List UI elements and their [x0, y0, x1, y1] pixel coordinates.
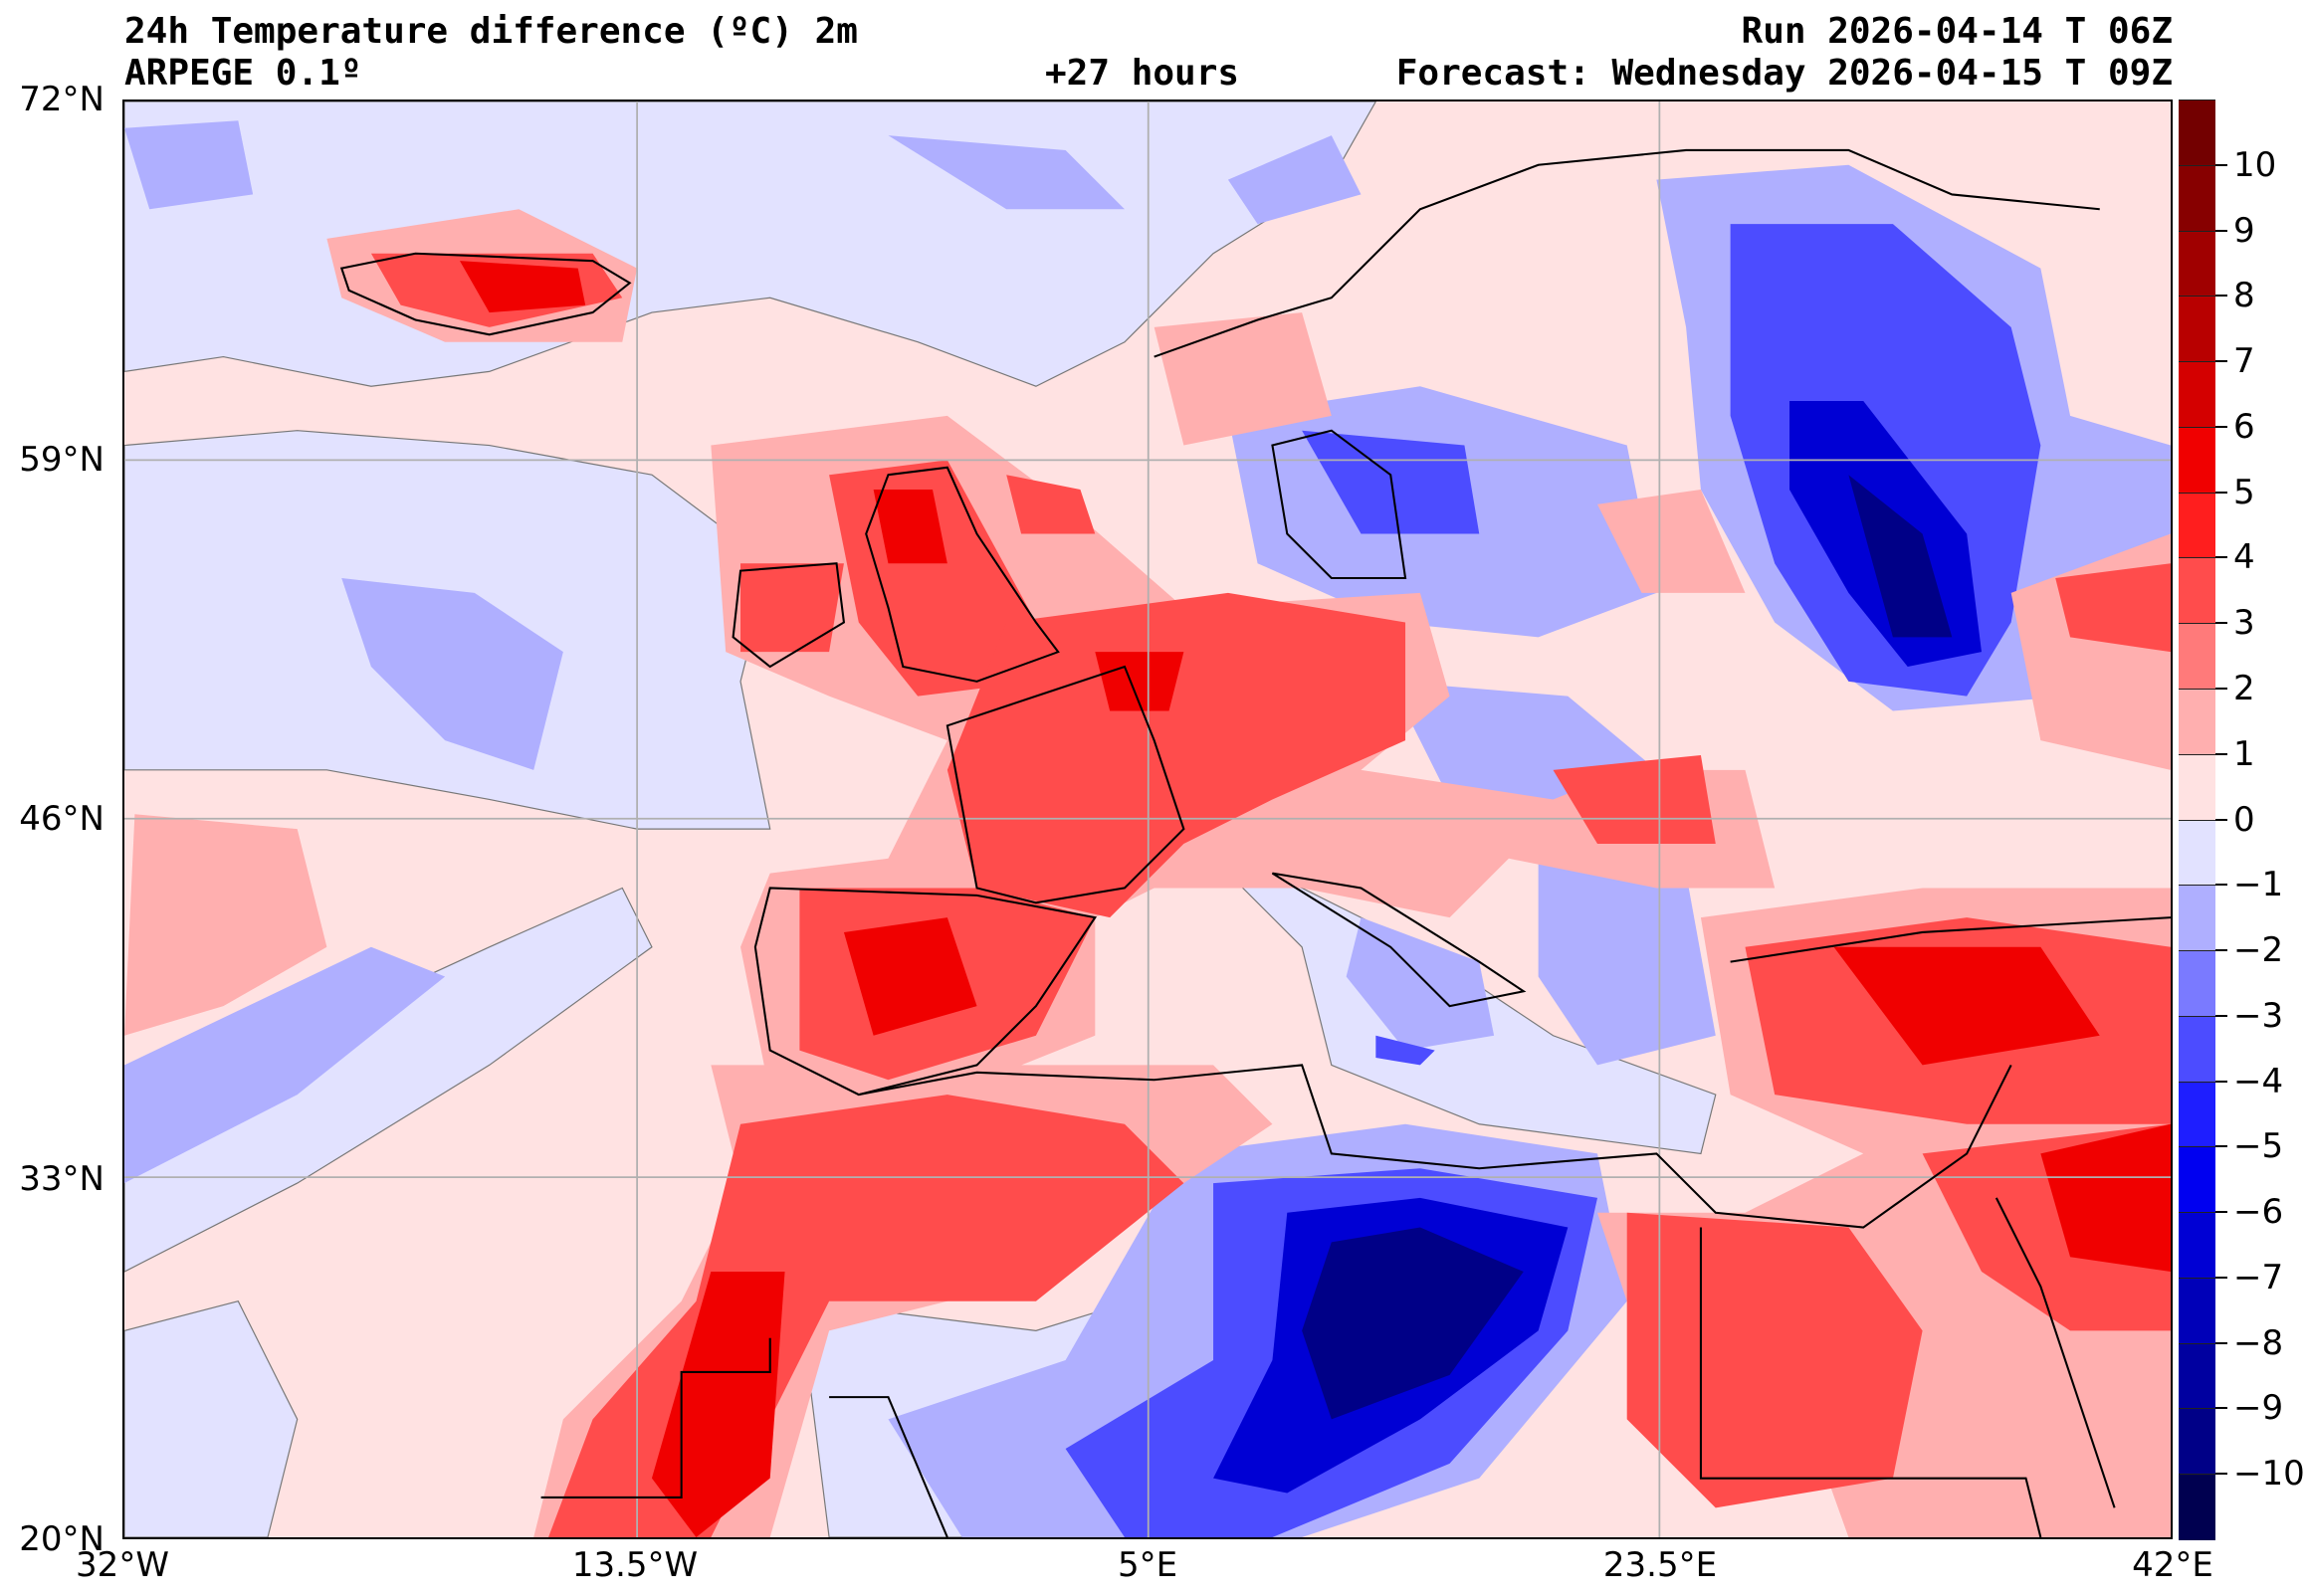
- colorbar-bin: [2179, 492, 2215, 559]
- lat-label-46n: 46°N: [19, 799, 105, 839]
- colorbar-bin: [2179, 1277, 2215, 1344]
- colorbar-bin: [2179, 950, 2215, 1017]
- temperature-field: [124, 101, 2171, 1537]
- colorbar-tick-mark: [2215, 229, 2227, 232]
- colorbar-tick-mark: [2215, 425, 2227, 428]
- colorbar-bin: [2179, 819, 2215, 887]
- colorbar-bin: [2179, 1342, 2215, 1410]
- colorbar-tick-label: 4: [2233, 537, 2255, 578]
- lead-time: +27 hours: [1045, 53, 1240, 94]
- colorbar-tick-mark: [2215, 491, 2227, 494]
- lon-label-13-5w: 13.5°W: [571, 1545, 699, 1585]
- lon-label-32w: 32°W: [76, 1545, 169, 1585]
- colorbar-tick-mark: [2215, 360, 2227, 363]
- cooling-extreme-regions: [1302, 475, 1953, 1420]
- colorbar-bin: [2179, 1474, 2215, 1540]
- colorbar-tick-mark: [2215, 295, 2227, 298]
- colorbar-bin: [2179, 230, 2215, 298]
- colorbar-tick-mark: [2215, 556, 2227, 559]
- colorbar-bin: [2179, 164, 2215, 232]
- colorbar-tick-mark: [2215, 1407, 2227, 1410]
- colorbar-tick-mark: [2215, 1080, 2227, 1083]
- colorbar-tick-label: −2: [2233, 930, 2284, 971]
- lat-label-20n: 20°N: [19, 1519, 105, 1559]
- colorbar-bin: [2179, 557, 2215, 625]
- model-name: ARPEGE 0.1º: [124, 53, 362, 94]
- colorbar-tick-label: 5: [2233, 472, 2255, 512]
- colorbar-tick-label: 7: [2233, 341, 2255, 382]
- lat-label-59n: 59°N: [19, 440, 105, 480]
- chart-title: 24h Temperature difference (ºC) 2m: [124, 11, 858, 52]
- colorbar-tick-label: 8: [2233, 276, 2255, 316]
- colorbar-tick-label: 10: [2233, 144, 2277, 185]
- colorbar-bin: [2179, 623, 2215, 690]
- lat-label-72n: 72°N: [19, 80, 105, 119]
- map-plot: [122, 100, 2173, 1539]
- colorbar-tick-label: −6: [2233, 1192, 2284, 1233]
- colorbar-bin: [2179, 1015, 2215, 1083]
- colorbar-tick-label: 0: [2233, 799, 2255, 840]
- lat-label-33n: 33°N: [19, 1159, 105, 1199]
- colorbar-tick-mark: [2215, 818, 2227, 821]
- colorbar-tick-mark: [2215, 1145, 2227, 1148]
- lon-label-5e: 5°E: [1117, 1545, 1178, 1585]
- colorbar-tick-label: −5: [2233, 1126, 2284, 1167]
- run-time: Run 2026-04-14 T 06Z: [1741, 11, 2173, 52]
- colorbar-tick-mark: [2215, 1341, 2227, 1344]
- colorbar-tick-label: 6: [2233, 406, 2255, 447]
- colorbar-tick-mark: [2215, 752, 2227, 755]
- colorbar-tick-label: 9: [2233, 210, 2255, 251]
- colorbar-bin: [2179, 753, 2215, 821]
- colorbar-tick-mark: [2215, 949, 2227, 952]
- colorbar-tick-label: −1: [2233, 865, 2284, 905]
- colorbar-bin: [2179, 361, 2215, 428]
- colorbar-bin: [2179, 1212, 2215, 1279]
- colorbar-tick-label: 3: [2233, 603, 2255, 644]
- colorbar: [2179, 100, 2215, 1540]
- colorbar-tick-label: −8: [2233, 1322, 2284, 1363]
- colorbar-tick-mark: [2215, 1211, 2227, 1214]
- colorbar-tick-label: −7: [2233, 1257, 2284, 1297]
- colorbar-bin: [2179, 426, 2215, 494]
- colorbar-bin: [2179, 1146, 2215, 1214]
- colorbar-bin: [2179, 688, 2215, 755]
- colorbar-tick-mark: [2215, 687, 2227, 690]
- colorbar-tick-mark: [2215, 163, 2227, 166]
- colorbar-bin: [2179, 100, 2215, 166]
- colorbar-bin: [2179, 885, 2215, 952]
- forecast-time: Forecast: Wednesday 2026-04-15 T 09Z: [1395, 53, 2173, 94]
- colorbar-tick-mark: [2215, 884, 2227, 887]
- colorbar-tick-label: 2: [2233, 668, 2255, 708]
- colorbar-bin: [2179, 1081, 2215, 1148]
- colorbar-bin: [2179, 1408, 2215, 1476]
- gridlines: [124, 101, 2171, 1537]
- coastlines: [339, 148, 2171, 1537]
- colorbar-tick-label: −10: [2233, 1454, 2305, 1495]
- colorbar-tick-mark: [2215, 1014, 2227, 1017]
- colorbar-tick-label: −9: [2233, 1388, 2284, 1429]
- colorbar-tick-mark: [2215, 1473, 2227, 1476]
- colorbar-tick-label: 1: [2233, 733, 2255, 774]
- warming-strong-regions: [459, 261, 2171, 1537]
- colorbar-tick-mark: [2215, 1276, 2227, 1279]
- colorbar-tick-mark: [2215, 622, 2227, 625]
- colorbar-tick-label: −3: [2233, 995, 2284, 1036]
- colorbar-bin: [2179, 296, 2215, 363]
- lon-label-42e: 42°E: [2132, 1545, 2213, 1585]
- lon-label-23-5e: 23.5°E: [1602, 1545, 1718, 1585]
- colorbar-tick-label: −4: [2233, 1061, 2284, 1101]
